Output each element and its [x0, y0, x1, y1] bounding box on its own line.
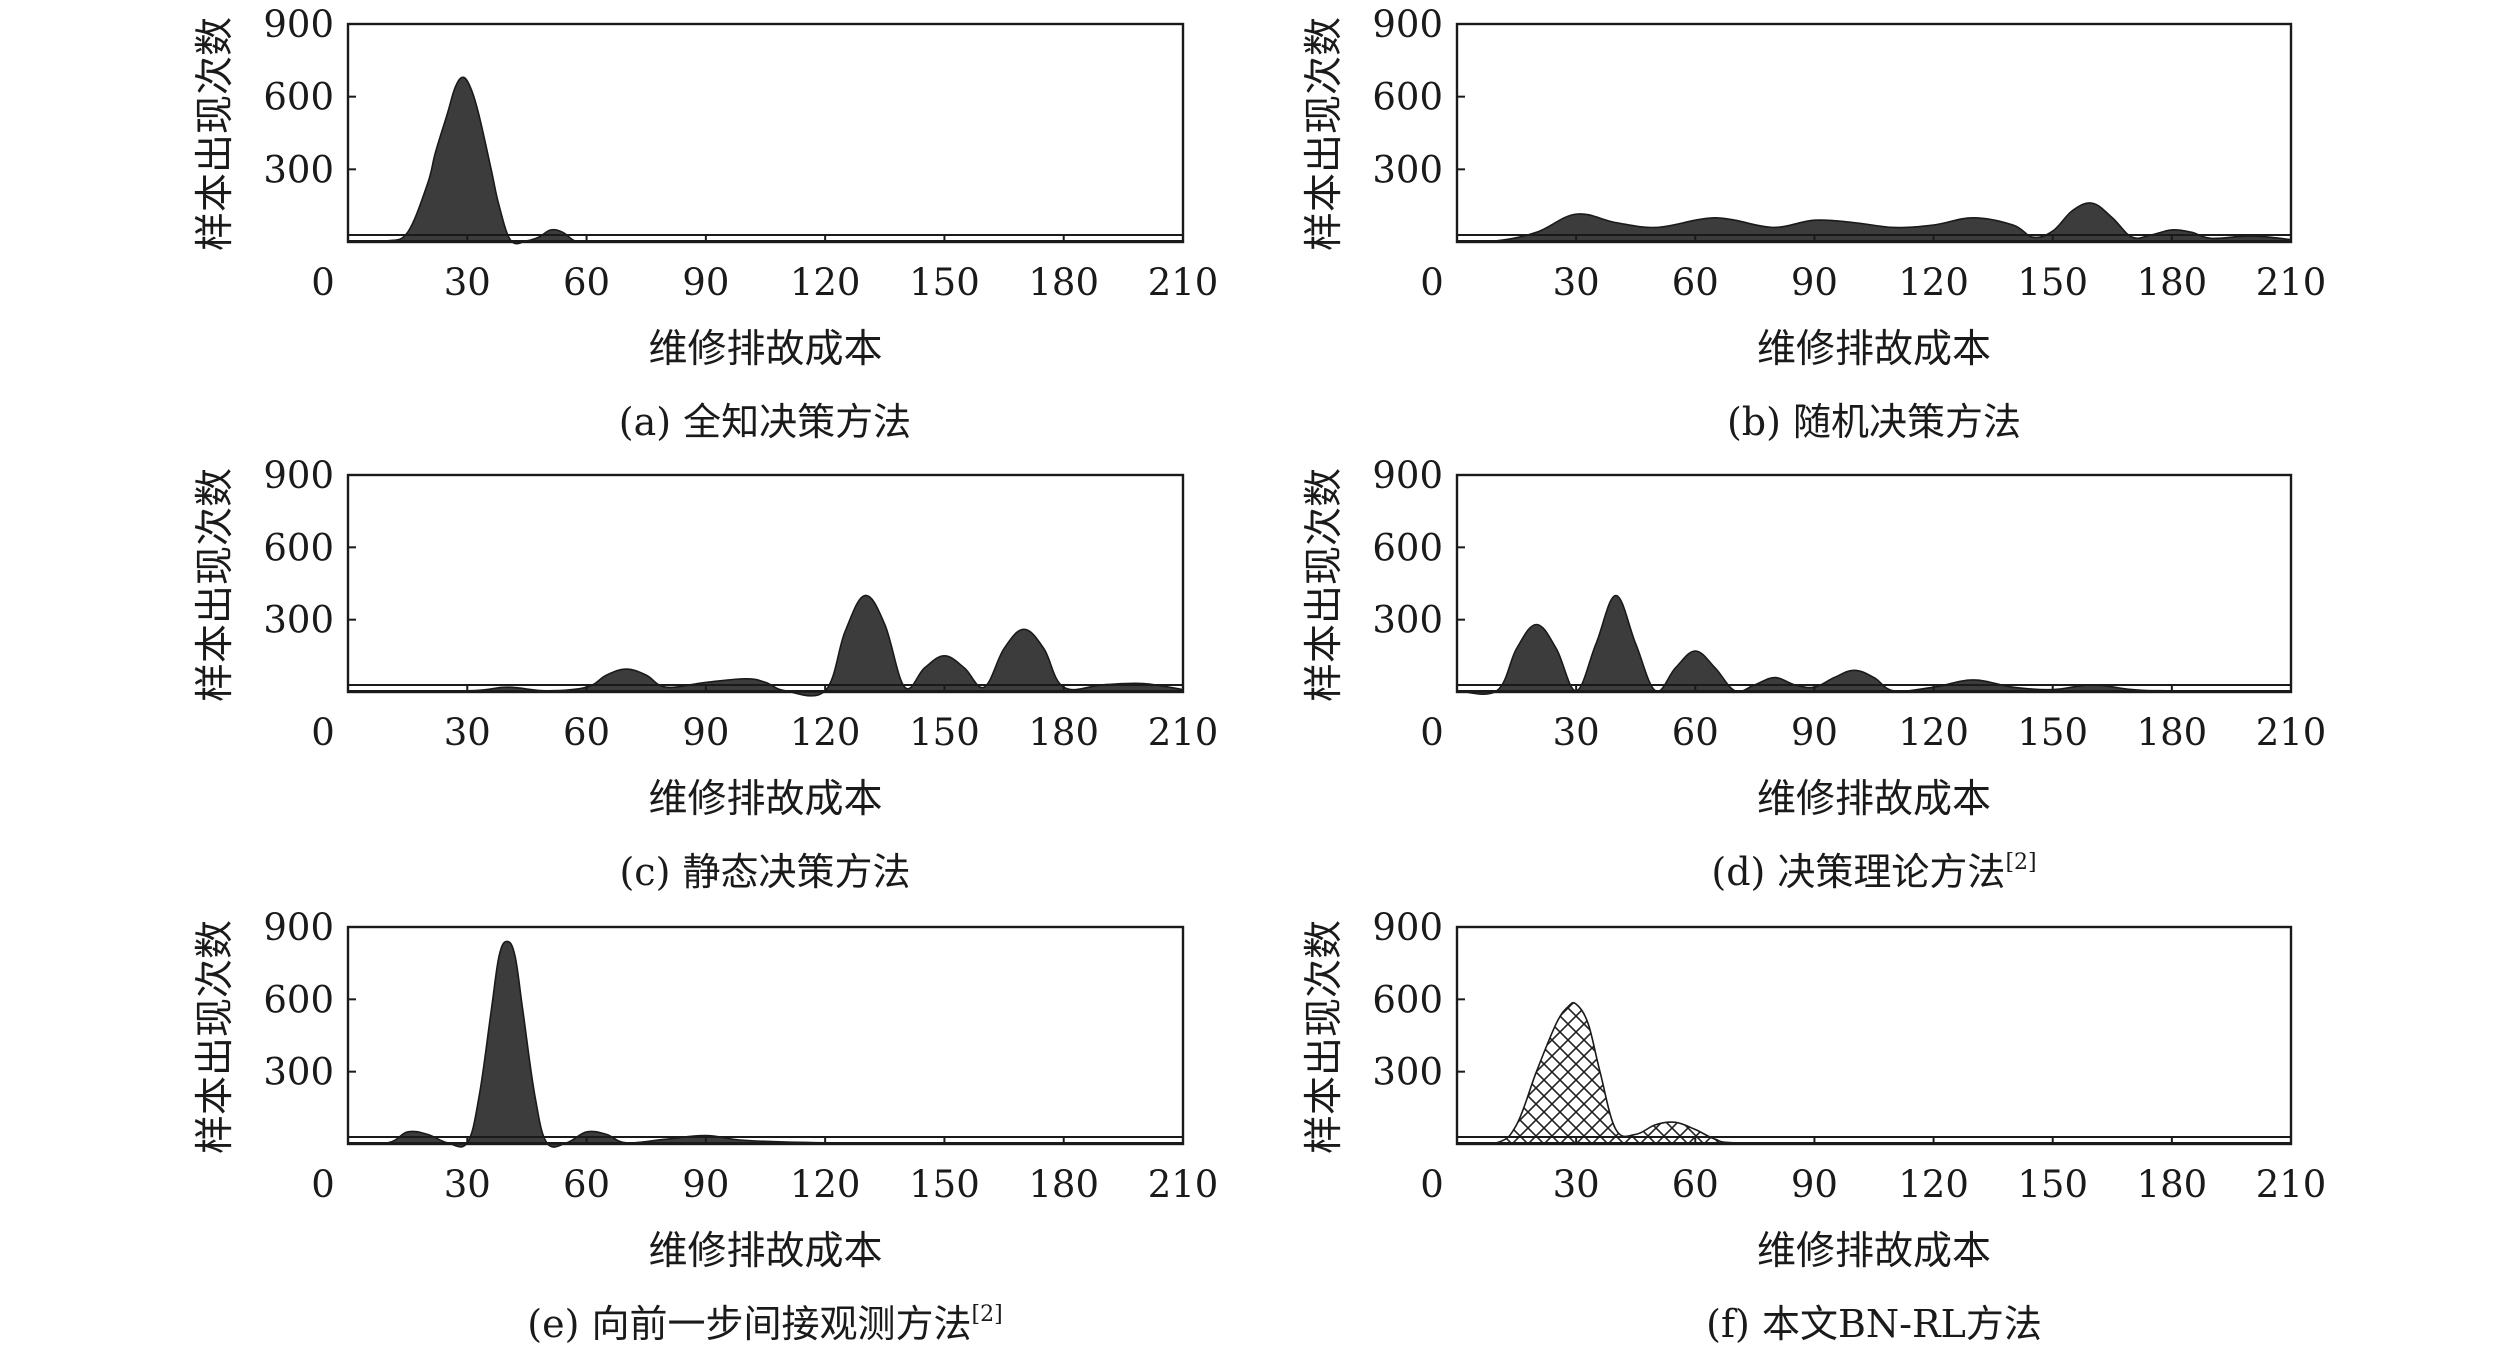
- x-tick-label: 60: [563, 261, 610, 304]
- x-tick-label: 30: [1553, 1163, 1600, 1206]
- y-tick-label: 900: [263, 3, 334, 46]
- x-tick-label: 150: [2017, 261, 2088, 304]
- y-tick-label: 300: [1372, 1051, 1443, 1094]
- y-axis-label: 样本出现次数: [1302, 468, 1347, 702]
- y-tick-label: 600: [1372, 76, 1443, 119]
- panel-caption: (c) 静态决策方法: [619, 850, 910, 894]
- chart-panel-6: 300 600 900 0 30 60 90 120 150 180 210 样本出现次数维修排故成本…: [1302, 906, 2326, 1346]
- panel-caption: (a) 全知决策方法: [619, 400, 911, 444]
- x-tick-label: 180: [1028, 711, 1099, 754]
- panel-caption: (d) 决策理论方法[2]: [1711, 850, 2036, 894]
- x-tick-label: 180: [2137, 711, 2208, 754]
- x-tick-label: 30: [444, 261, 491, 304]
- x-tick-label: 210: [1148, 711, 1219, 754]
- x-tick-label: 90: [1791, 1163, 1838, 1206]
- x-tick-label: 150: [909, 261, 980, 304]
- x-tick-label: 0: [311, 711, 335, 754]
- x-tick-label: 30: [444, 711, 491, 754]
- plot-frame: [346, 925, 1185, 1146]
- y-tick-label: 900: [263, 906, 334, 949]
- x-tick-label: 120: [790, 711, 861, 754]
- x-tick-label: 90: [682, 1163, 729, 1206]
- x-tick-label: 60: [563, 711, 610, 754]
- y-tick-label: 600: [263, 526, 334, 569]
- x-tick-label: 150: [2017, 711, 2088, 754]
- x-tick-label: 150: [909, 711, 980, 754]
- x-tick-label: 0: [1420, 261, 1444, 304]
- series-area: [1456, 202, 2292, 243]
- x-tick-label: 150: [909, 1163, 980, 1206]
- x-tick-label: 60: [1672, 711, 1719, 754]
- x-tick-label: 90: [682, 711, 729, 754]
- x-tick-label: 60: [563, 1163, 610, 1206]
- y-tick-label: 900: [1372, 454, 1443, 497]
- chart-panel-1: 300 600 900 0 30 60 90 120 150 180 210 样本出现次数维修排故成本…: [193, 3, 1218, 444]
- chart-panel-4: 300 600 900 0 30 60 90 120 150 180 210 样本出现次数维修排故成本…: [1302, 454, 2326, 894]
- y-tick-label: 600: [1372, 978, 1443, 1021]
- x-axis-label: 维修排故成本: [648, 1229, 882, 1274]
- x-tick-label: 0: [1420, 1163, 1444, 1206]
- panel-caption: (e) 向前一步间接观测方法[2]: [527, 1302, 1002, 1346]
- x-axis-label: 维修排故成本: [648, 327, 882, 372]
- x-tick-label: 210: [2256, 1163, 2327, 1206]
- y-tick-label: 600: [1372, 526, 1443, 569]
- x-tick-label: 30: [1553, 711, 1600, 754]
- x-tick-label: 90: [682, 261, 729, 304]
- x-tick-label: 30: [1553, 261, 1600, 304]
- y-tick-label: 300: [263, 1051, 334, 1094]
- plot-frame: [1455, 22, 2293, 244]
- chart-panel-2: 300 600 900 0 30 60 90 120 150 180 210 样本出现次数维修排故成本…: [1302, 3, 2326, 444]
- x-tick-label: 180: [1028, 1163, 1099, 1206]
- panel-caption: (b) 随机决策方法: [1727, 400, 2021, 444]
- x-tick-label: 120: [790, 261, 861, 304]
- x-tick-label: 180: [2137, 1163, 2208, 1206]
- x-tick-label: 60: [1672, 261, 1719, 304]
- x-tick-label: 90: [1791, 261, 1838, 304]
- x-tick-label: 30: [444, 1163, 491, 1206]
- x-tick-label: 180: [1028, 261, 1099, 304]
- y-axis-label: 样本出现次数: [1302, 17, 1347, 251]
- x-tick-label: 120: [790, 1163, 861, 1206]
- x-tick-label: 60: [1672, 1163, 1719, 1206]
- x-tick-label: 0: [311, 261, 335, 304]
- y-tick-label: 300: [263, 599, 334, 642]
- chart-panel-5: 300 600 900 0 30 60 90 120 150 180 210 样本出现次数维修排故成本…: [193, 906, 1218, 1346]
- x-tick-label: 210: [1148, 1163, 1219, 1206]
- y-axis-label: 样本出现次数: [193, 468, 238, 702]
- y-axis-label: 样本出现次数: [1302, 920, 1347, 1154]
- y-tick-label: 300: [1372, 599, 1443, 642]
- x-tick-label: 90: [1791, 711, 1838, 754]
- y-tick-label: 300: [263, 148, 334, 191]
- y-axis-label: 样本出现次数: [193, 920, 238, 1154]
- panel-caption: (f) 本文BN-RL方法: [1706, 1302, 2042, 1346]
- y-tick-label: 900: [1372, 906, 1443, 949]
- x-tick-label: 0: [1420, 711, 1444, 754]
- x-axis-label: 维修排故成本: [648, 777, 882, 822]
- chart-panel-3: 300 600 900 0 30 60 90 120 150 180 210 样本出现次数维修排故成本…: [193, 454, 1218, 894]
- y-tick-label: 600: [263, 76, 334, 119]
- x-tick-label: 210: [1148, 261, 1219, 304]
- x-tick-label: 120: [1898, 261, 1969, 304]
- y-axis-label: 样本出现次数: [193, 17, 238, 251]
- y-tick-label: 900: [1372, 3, 1443, 46]
- y-tick-label: 300: [1372, 148, 1443, 191]
- x-axis-label: 维修排故成本: [1757, 327, 1991, 372]
- x-tick-label: 180: [2137, 261, 2208, 304]
- x-tick-label: 120: [1898, 711, 1969, 754]
- plot-frame: [346, 473, 1185, 694]
- x-tick-label: 0: [311, 1163, 335, 1206]
- x-tick-label: 150: [2017, 1163, 2088, 1206]
- y-tick-label: 900: [263, 454, 334, 497]
- x-axis-label: 维修排故成本: [1757, 1229, 1991, 1274]
- y-tick-label: 600: [263, 978, 334, 1021]
- x-tick-label: 210: [2256, 261, 2327, 304]
- plot-frame: [1455, 473, 2293, 694]
- x-tick-label: 210: [2256, 711, 2327, 754]
- x-tick-label: 120: [1898, 1163, 1969, 1206]
- x-axis-label: 维修排故成本: [1757, 777, 1991, 822]
